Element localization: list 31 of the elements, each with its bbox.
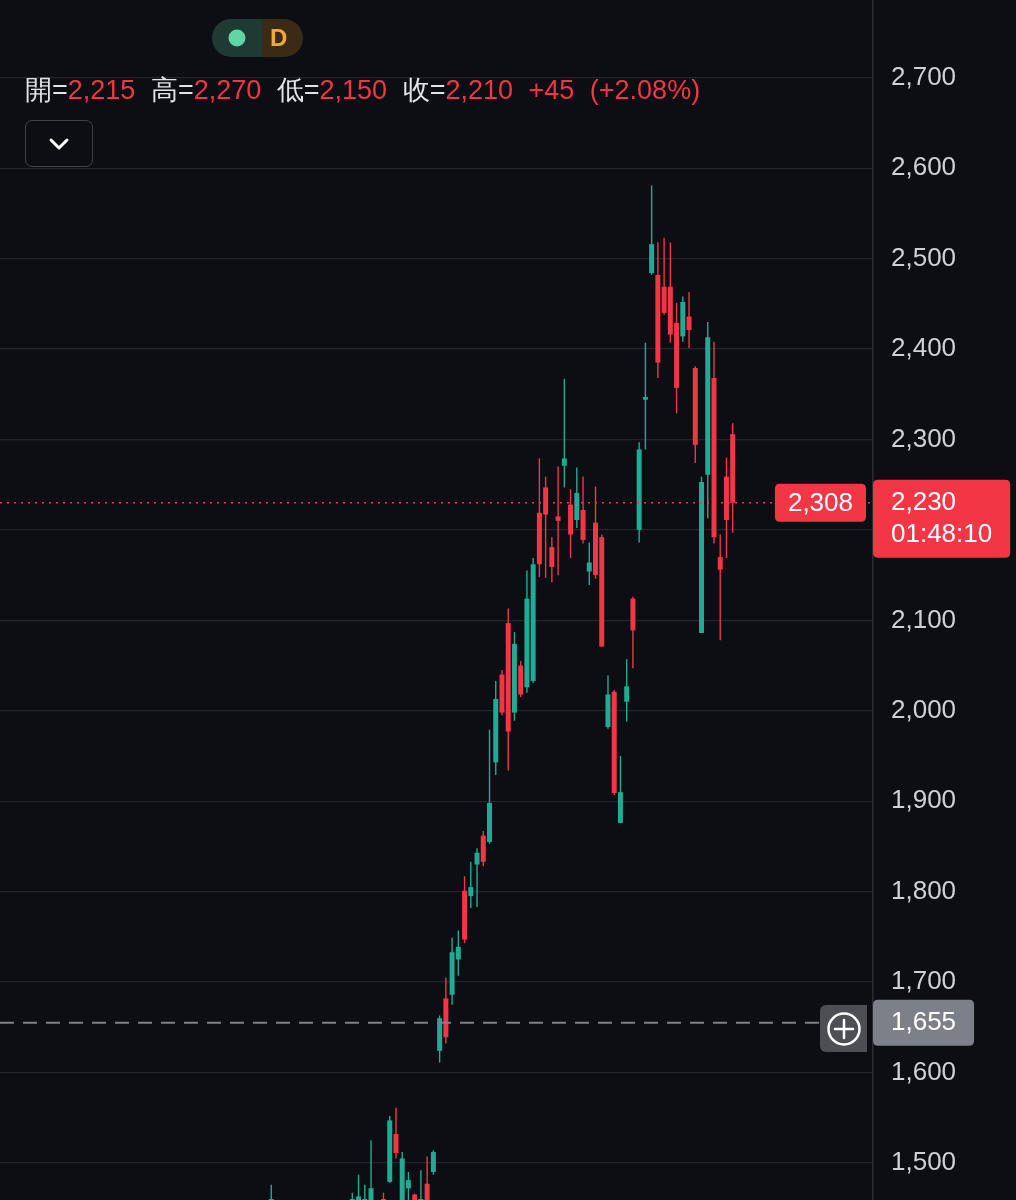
y-tick-label: 1,600: [891, 1055, 957, 1086]
candlestick: [624, 658, 630, 723]
candlestick: [686, 291, 692, 349]
y-tick-label: 2,600: [891, 151, 957, 182]
candlestick: [561, 378, 567, 489]
candlestick: [468, 861, 474, 909]
candlestick: [368, 1139, 374, 1200]
ref-line-label: 2,230 01:48:10: [891, 485, 993, 548]
candlestick: [717, 533, 723, 641]
candlestick: [474, 847, 480, 908]
y-tick-label: 1,500: [891, 1146, 957, 1177]
y-tick-label: 1,700: [891, 965, 957, 996]
candlestick: [393, 1107, 399, 1160]
candlestick: [430, 1149, 436, 1176]
y-tick-label: 2,700: [891, 60, 957, 91]
y-tick-label: 2,000: [891, 693, 957, 724]
annotation: 2,308: [787, 486, 854, 517]
candlestick: [642, 342, 648, 451]
y-tick-label: 2,100: [891, 603, 957, 634]
candlestick: [418, 1169, 424, 1200]
candlestick: [424, 1155, 430, 1200]
y-tick-label: 2,500: [891, 241, 957, 272]
y-tick-label: 2,400: [891, 332, 957, 363]
candlestick: [549, 536, 555, 584]
y-tick-label: 2,300: [891, 422, 957, 453]
candlestick: [586, 541, 592, 586]
y-tick-label: 1,800: [891, 874, 957, 905]
annotation: D: [262, 19, 304, 57]
ref-line-label: 1,655: [891, 1005, 957, 1036]
y-tick-label: 1,900: [891, 784, 957, 815]
text: 開=2,215 高=2,270 低=2,150 收=2,210 +45 (+2.08%): [25, 75, 701, 105]
